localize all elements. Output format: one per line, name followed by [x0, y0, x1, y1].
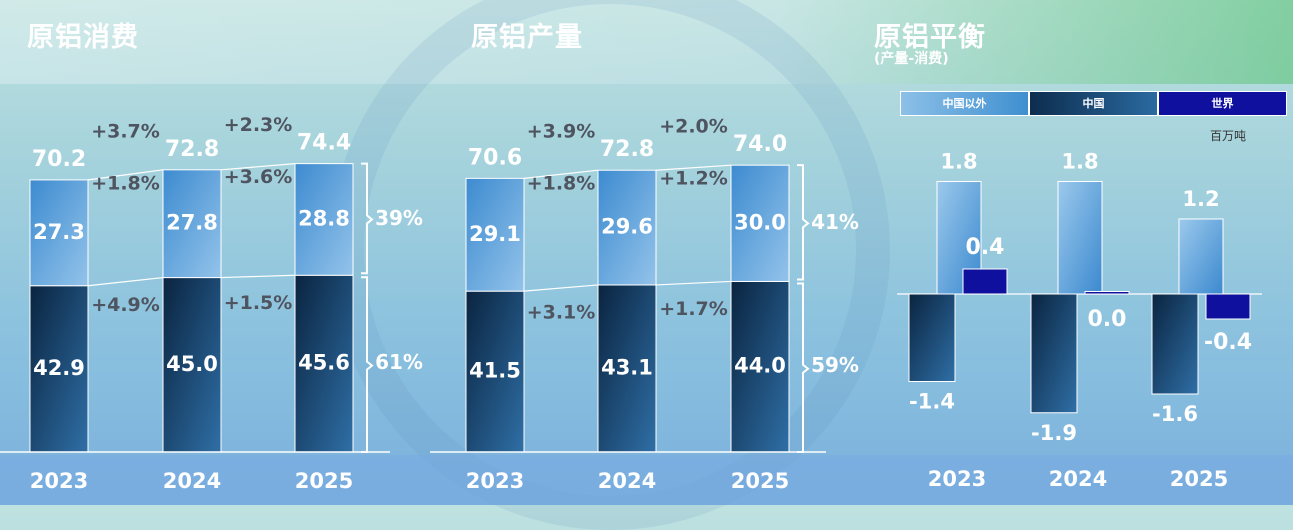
balance-title: 原铝平衡 [874, 22, 986, 53]
production-label-china: 43.1 [601, 355, 653, 379]
consumption-share-outside: 39% [375, 206, 423, 230]
consumption-title: 原铝消费 [27, 22, 139, 53]
consumption-growth-total: +3.7% [91, 120, 160, 142]
consumption-label-outside: 27.8 [166, 211, 218, 235]
consumption-tick-label: 2023 [30, 469, 88, 493]
production-growth-china: +3.1% [527, 301, 596, 323]
consumption-connector-mid [220, 274, 296, 279]
production-connector-mid [655, 280, 732, 286]
consumption-connector-top [220, 163, 296, 171]
consumption-total-label: 72.8 [165, 137, 219, 162]
production-label-outside: 30.0 [734, 210, 786, 234]
consumption-growth-total: +2.3% [224, 114, 293, 136]
consumption-label-china: 45.0 [166, 352, 218, 376]
balance-label-world: -0.4 [1204, 330, 1252, 355]
production-growth-outside: +1.2% [659, 168, 728, 190]
production-label-china: 41.5 [469, 359, 521, 383]
consumption-brace-china [361, 276, 374, 453]
production-total-label: 74.0 [733, 132, 787, 157]
balance-bar-world [1205, 293, 1251, 320]
production-total-label: 70.6 [468, 145, 522, 170]
consumption-tick-label: 2025 [295, 469, 353, 493]
consumption-bar-outside [294, 163, 354, 276]
balance-bar-outside [1057, 181, 1103, 295]
production-connector-top [655, 164, 732, 171]
balance-bar-china [1030, 293, 1078, 414]
balance-tick-label: 2024 [1049, 467, 1107, 491]
balance-bar-world [962, 268, 1008, 295]
consumption-label-outside: 27.3 [33, 220, 85, 244]
consumption-bar-china [162, 277, 222, 453]
consumption-total-label: 70.2 [32, 147, 86, 172]
balance-bar-china [908, 293, 956, 382]
unit-label: 百万吨 [1210, 129, 1247, 143]
legend: 中国以外 中国 世界 [900, 91, 1287, 116]
production-total-label: 72.8 [600, 137, 654, 162]
production-label-outside: 29.6 [601, 215, 653, 239]
consumption-label-china: 45.6 [298, 351, 350, 375]
consumption-growth-outside: +3.6% [224, 166, 293, 188]
balance-bar-outside [1178, 218, 1224, 295]
consumption-label-china: 42.9 [33, 356, 85, 380]
production-bar-outside [465, 177, 525, 292]
axis-band [0, 455, 1293, 505]
production-growth-outside: +1.8% [527, 173, 596, 195]
production-connector-top [523, 169, 599, 179]
balance-label-world: 0.4 [966, 235, 1005, 260]
consumption-growth-china: +1.5% [224, 292, 293, 314]
consumption-connector-mid [87, 276, 164, 287]
production-growth-total: +3.9% [527, 121, 596, 143]
consumption-bar-china [29, 285, 89, 453]
production-tick-label: 2025 [731, 469, 789, 493]
consumption-bar-outside [29, 179, 89, 287]
production-bar-outside [730, 164, 790, 282]
production-brace-china [797, 282, 810, 453]
balance-label-outside: 1.8 [1061, 150, 1098, 174]
production-bar-outside [597, 169, 657, 286]
consumption-connector-top [87, 169, 164, 181]
legend-item-outside-china: 中国以外 [900, 91, 1029, 116]
production-label-outside: 29.1 [469, 222, 521, 246]
balance-bar-china [1151, 293, 1199, 395]
balance-tick-label: 2023 [928, 467, 986, 491]
consumption-growth-china: +4.9% [91, 294, 160, 316]
balance-label-china: -1.9 [1031, 421, 1077, 445]
balance-label-world: 0.0 [1088, 307, 1127, 332]
consumption-growth-outside: +1.8% [91, 172, 160, 194]
balance-subtitle: (产量-消费) [874, 51, 949, 67]
production-growth-china: +1.7% [659, 298, 728, 320]
consumption-brace-outside [361, 162, 374, 275]
balance-label-outside: 1.8 [940, 150, 977, 174]
balance-label-china: -1.4 [909, 390, 955, 414]
consumption-bar-china [294, 274, 354, 453]
production-share-china: 59% [811, 353, 859, 377]
production-brace-outside [797, 164, 810, 281]
production-connector-mid [523, 284, 599, 292]
production-title: 原铝产量 [471, 22, 583, 53]
consumption-label-outside: 28.8 [298, 206, 350, 230]
legend-item-china: 中国 [1029, 91, 1158, 116]
consumption-share-china: 61% [375, 350, 423, 374]
production-tick-label: 2023 [466, 469, 524, 493]
consumption-bar-outside [162, 169, 222, 279]
balance-label-outside: 1.2 [1182, 187, 1219, 211]
legend-item-world: 世界 [1158, 91, 1287, 116]
charts-canvas: 42.9 27.3 70.2 2023 45.0 27.8 72.8 2024 45.6 28.8… [29, 114, 1252, 493]
production-tick-label: 2024 [598, 469, 656, 493]
production-bar-china [465, 290, 525, 453]
consumption-tick-label: 2024 [163, 469, 221, 493]
balance-tick-label: 2025 [1170, 467, 1228, 491]
consumption-total-label: 74.4 [297, 131, 351, 156]
production-bar-china [730, 280, 790, 453]
balance-label-china: -1.6 [1152, 402, 1198, 426]
production-growth-total: +2.0% [659, 116, 728, 138]
production-share-outside: 41% [811, 210, 859, 234]
balance-bar-world [1084, 291, 1130, 295]
production-label-china: 44.0 [734, 354, 786, 378]
